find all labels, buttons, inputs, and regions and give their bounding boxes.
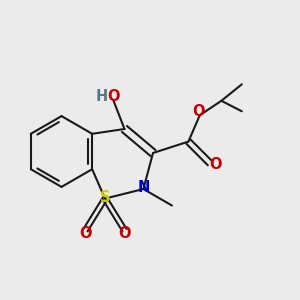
Text: O: O xyxy=(108,88,120,104)
Text: O: O xyxy=(79,226,92,241)
Text: N: N xyxy=(138,180,151,195)
Text: O: O xyxy=(192,104,205,119)
Text: H: H xyxy=(96,88,108,104)
Text: O: O xyxy=(118,226,131,241)
Text: S: S xyxy=(100,190,110,206)
Text: O: O xyxy=(209,157,222,172)
